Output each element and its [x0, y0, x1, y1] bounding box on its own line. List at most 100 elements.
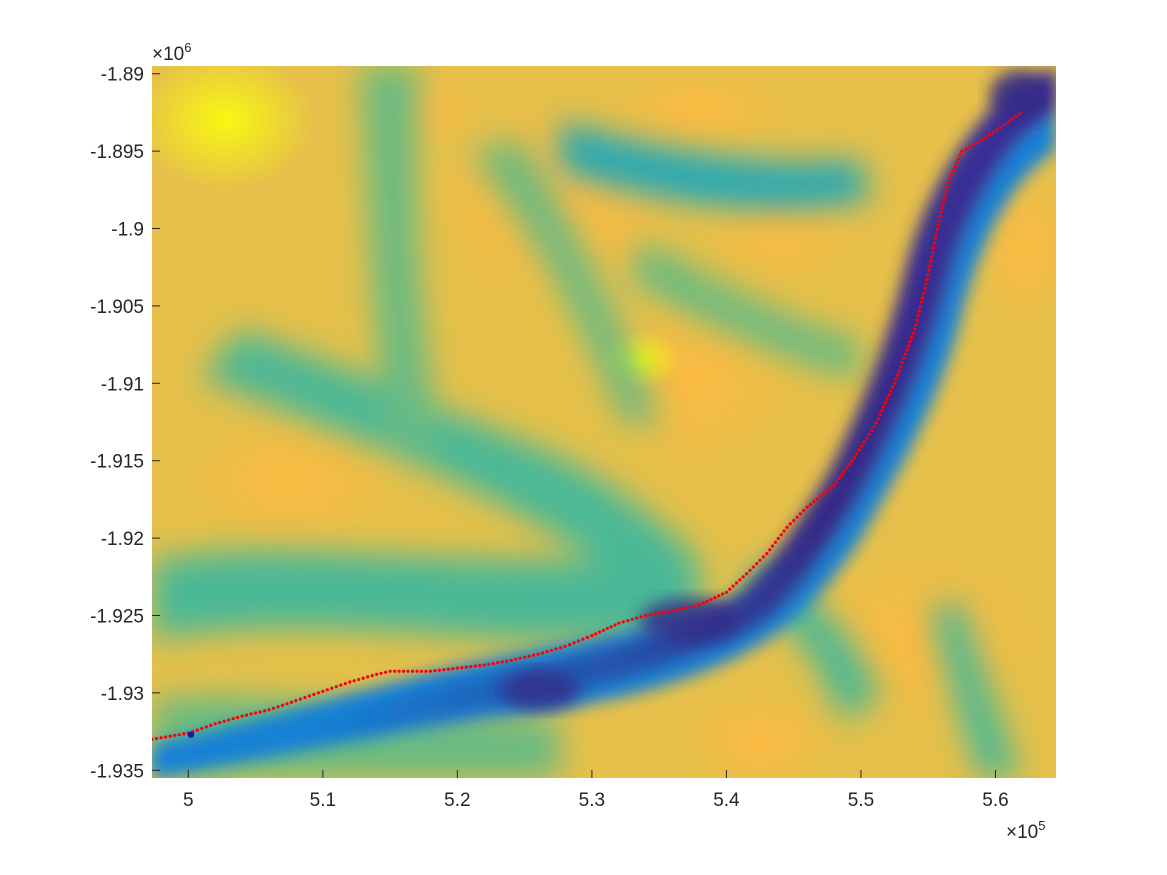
data-point [303, 695, 307, 700]
data-point [872, 425, 877, 429]
data-point [822, 492, 826, 496]
data-point [218, 720, 222, 725]
data-point [953, 165, 957, 169]
data-point [950, 172, 954, 176]
data-point [991, 130, 995, 134]
data-point [847, 463, 851, 467]
data-point [896, 373, 900, 377]
data-point [887, 393, 891, 397]
data-point [918, 305, 923, 309]
data-point [862, 440, 866, 444]
data-point [688, 605, 693, 609]
data-point [1010, 117, 1014, 121]
data-point [289, 700, 294, 704]
data-point [249, 712, 253, 716]
data-point [164, 735, 168, 739]
data-point [976, 140, 980, 145]
data-point [894, 377, 898, 381]
data-point [271, 706, 276, 710]
data-point [958, 153, 962, 157]
data-point [509, 658, 513, 663]
data-point [487, 662, 491, 666]
data-point [731, 584, 735, 588]
data-point [819, 494, 823, 498]
data-point [617, 621, 621, 625]
data-point [601, 628, 606, 632]
data-point [748, 568, 752, 572]
data-point [393, 669, 397, 673]
data-point [168, 734, 172, 738]
data-point [724, 590, 729, 594]
data-point [937, 219, 941, 223]
data-point [446, 667, 450, 671]
data-point [942, 197, 946, 201]
data-point [545, 650, 549, 654]
data-point [860, 444, 864, 448]
data-point [899, 365, 903, 369]
x-exponent-label: ×105 [1006, 818, 1045, 843]
data-point [245, 713, 249, 717]
x-tick-label: 5 [183, 790, 194, 811]
data-point [316, 691, 320, 695]
data-point [935, 228, 939, 232]
data-point [375, 672, 379, 676]
data-point [852, 456, 856, 460]
data-point [213, 722, 217, 726]
data-point [933, 237, 938, 241]
data-point [916, 314, 920, 318]
y-tick-label: -1.9 [111, 220, 144, 241]
y-tick-label: -1.93 [101, 684, 144, 705]
data-point [773, 540, 778, 544]
data-point [644, 613, 648, 618]
data-point [204, 725, 208, 729]
data-point [594, 632, 598, 636]
x-tick-label: 5.2 [444, 790, 470, 811]
data-point [964, 147, 968, 151]
data-point [662, 610, 666, 615]
data-point [410, 669, 415, 673]
data-point [880, 409, 884, 413]
data-point [675, 608, 679, 612]
data-point [927, 268, 931, 272]
data-point [865, 436, 869, 440]
data-point [795, 515, 799, 519]
data-point [195, 728, 199, 732]
data-point [812, 500, 816, 504]
data-point [609, 625, 613, 629]
data-point [657, 611, 661, 615]
data-point [491, 661, 495, 666]
data-point [921, 295, 925, 300]
data-point [913, 327, 917, 331]
x-tick-label: 5.4 [713, 790, 740, 811]
data-point [626, 619, 630, 623]
data-point [968, 145, 972, 149]
y-tick-label: -1.925 [90, 606, 144, 627]
data-point [236, 715, 240, 720]
data-point [776, 536, 780, 541]
data-point [388, 669, 392, 673]
data-point [903, 352, 908, 356]
data-point [298, 697, 302, 701]
data-point [343, 682, 347, 686]
data-point [1006, 120, 1011, 124]
data-point [908, 340, 912, 344]
data-point [598, 630, 602, 634]
data-point [532, 653, 536, 657]
data-point [276, 705, 280, 709]
data-point [915, 318, 919, 322]
data-layer [152, 112, 1022, 741]
data-point [549, 648, 554, 652]
data-point [808, 502, 813, 506]
data-point [285, 702, 289, 706]
data-point [889, 389, 893, 393]
data-point [798, 512, 803, 516]
data-point [928, 264, 932, 268]
data-point [893, 381, 897, 385]
y-exponent-label: ×106 [152, 40, 191, 65]
data-point [370, 674, 374, 678]
data-point [473, 664, 477, 668]
data-point [902, 356, 906, 360]
data-point [209, 723, 213, 728]
data-point [152, 737, 154, 741]
